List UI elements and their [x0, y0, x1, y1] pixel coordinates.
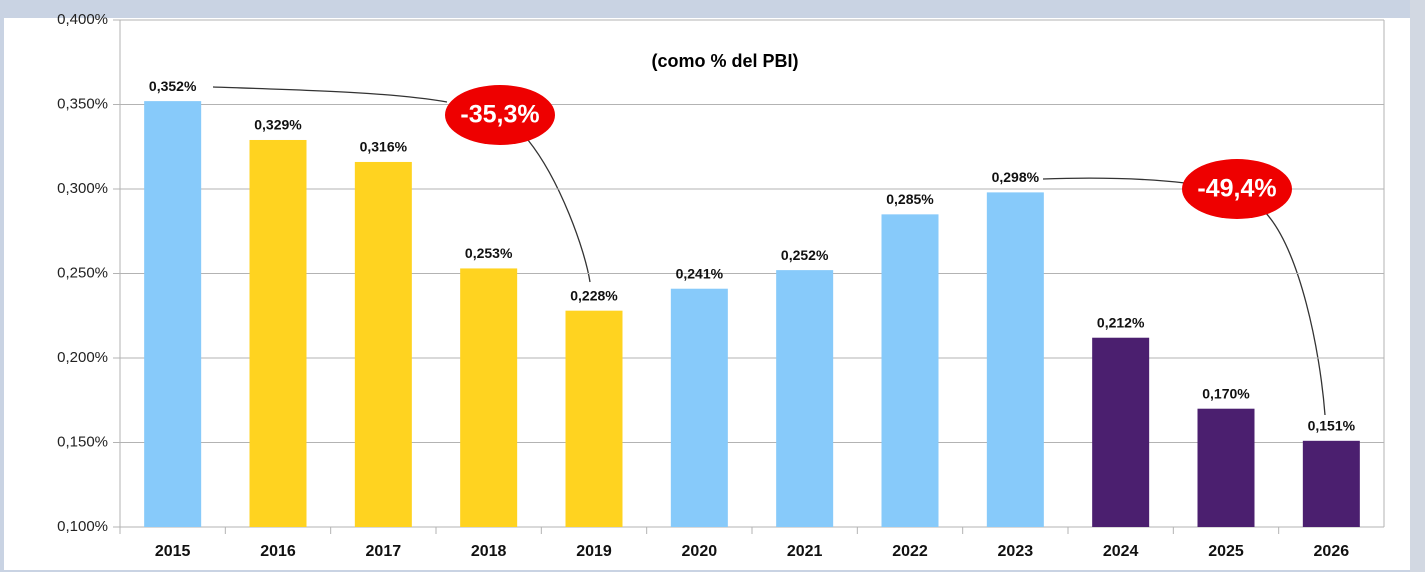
- bar: [460, 268, 518, 527]
- connector: [527, 139, 591, 283]
- value-label: 0,252%: [781, 247, 829, 263]
- value-label: 0,253%: [465, 245, 513, 261]
- x-tick-label: 2025: [1208, 543, 1244, 560]
- value-label: 0,212%: [1097, 314, 1145, 330]
- y-tick-label: 0,400%: [57, 11, 108, 28]
- bar: [670, 288, 728, 527]
- annotation: -35,3%: [460, 101, 539, 129]
- y-tick-label: 0,200%: [57, 349, 108, 366]
- y-tick-label: 0,250%: [57, 264, 108, 281]
- value-label: 0,316%: [360, 139, 408, 155]
- bar: [1197, 408, 1255, 527]
- y-tick-label: 0,300%: [57, 180, 108, 197]
- value-label: 0,285%: [886, 191, 934, 207]
- x-tick-label: 2022: [892, 543, 928, 560]
- value-label: 0,241%: [676, 265, 724, 281]
- x-tick-label: 2016: [260, 543, 296, 560]
- value-label: 0,352%: [149, 78, 197, 94]
- x-tick-label: 2015: [155, 543, 191, 560]
- bar: [986, 192, 1044, 527]
- connector: [1042, 177, 1186, 184]
- annotation-badge: [1182, 159, 1292, 219]
- side-strip: [1410, 0, 1425, 572]
- bar: [776, 270, 834, 527]
- annotation: -49,4%: [1197, 175, 1276, 203]
- x-tick-label: 2026: [1314, 543, 1350, 560]
- bar: [1092, 337, 1150, 527]
- connectors: [212, 86, 1326, 416]
- value-label: 0,151%: [1308, 418, 1356, 434]
- y-tick-label: 0,100%: [57, 518, 108, 535]
- x-tick-label: 2017: [366, 543, 402, 560]
- connector: [212, 86, 448, 103]
- value-label: 0,298%: [992, 169, 1040, 185]
- bar: [1302, 440, 1360, 527]
- x-tick-label: 2021: [787, 543, 823, 560]
- bar: [144, 101, 202, 528]
- x-tick-label: 2019: [576, 543, 612, 560]
- annotation-badge: [445, 85, 555, 145]
- x-tick-label: 2018: [471, 543, 507, 560]
- chart-subtitle: (como % del PBI): [651, 51, 798, 71]
- y-tick-label: 0,150%: [57, 433, 108, 450]
- bar: [354, 161, 412, 527]
- value-label: 0,228%: [570, 287, 618, 303]
- y-tick-label: 0,350%: [57, 95, 108, 112]
- bar: [249, 139, 307, 528]
- value-label: 0,170%: [1202, 385, 1250, 401]
- bar: [565, 310, 623, 527]
- bar: [881, 214, 939, 527]
- x-tick-label: 2020: [682, 543, 718, 560]
- value-label: 0,329%: [254, 117, 302, 133]
- x-tick-label: 2023: [998, 543, 1034, 560]
- connector: [1264, 211, 1326, 416]
- x-tick-label: 2024: [1103, 543, 1139, 560]
